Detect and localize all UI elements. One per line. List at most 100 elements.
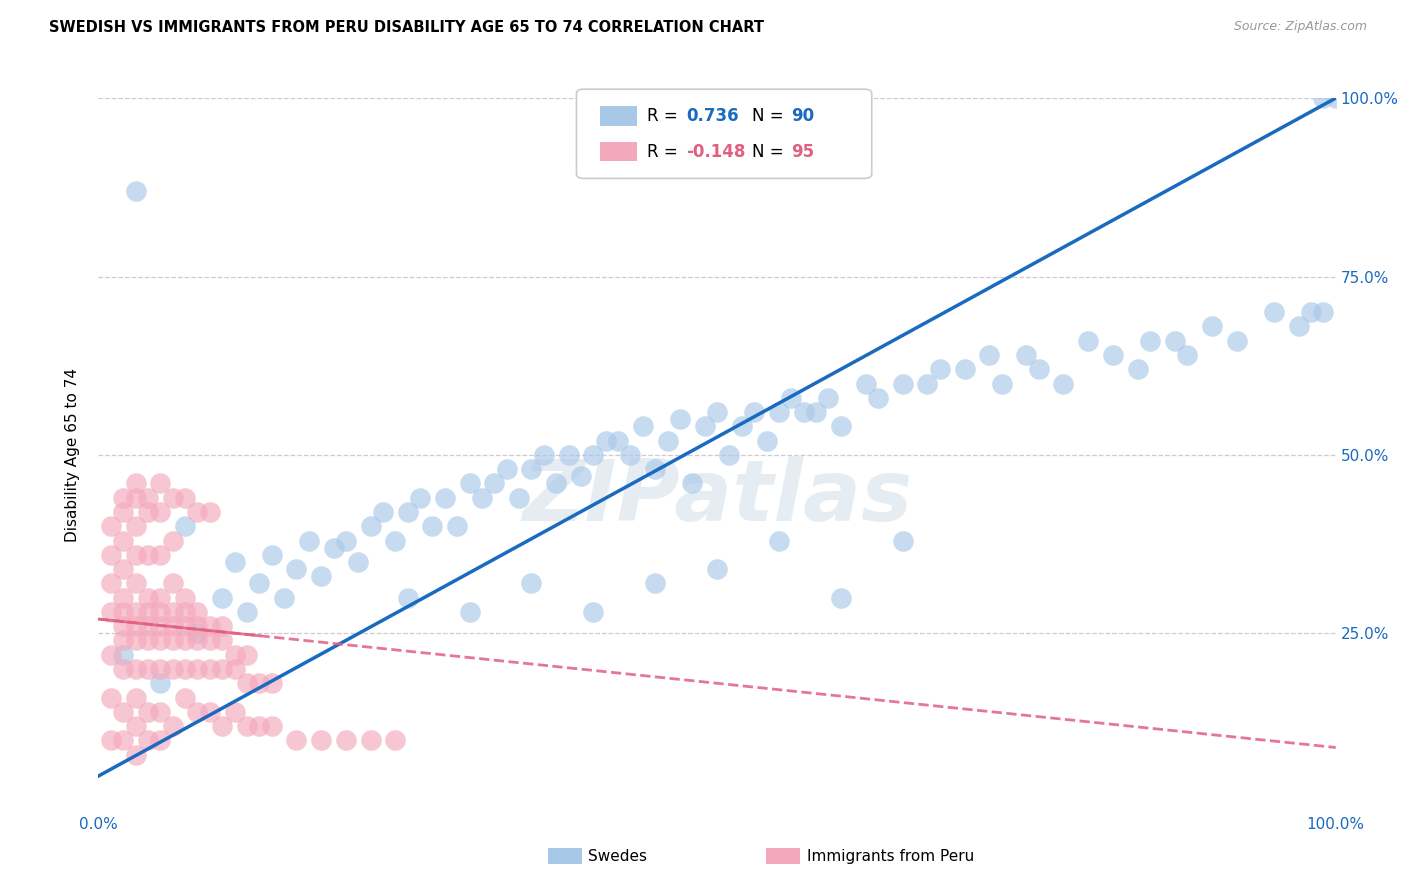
Point: [174, 690, 197, 705]
Point: [124, 690, 146, 705]
Point: [495, 462, 517, 476]
Point: [484, 476, 506, 491]
Point: [124, 719, 146, 733]
Point: [112, 533, 135, 548]
Point: [1288, 319, 1310, 334]
Point: [112, 662, 135, 676]
Point: [520, 462, 543, 476]
Point: [247, 719, 270, 733]
Point: [260, 676, 283, 690]
Point: [817, 391, 839, 405]
Point: [891, 376, 914, 391]
Point: [149, 662, 172, 676]
Point: [112, 505, 135, 519]
Point: [198, 505, 221, 519]
Point: [371, 505, 394, 519]
Text: R =: R =: [647, 107, 683, 125]
Text: ZIPatlas: ZIPatlas: [522, 456, 912, 540]
Point: [260, 719, 283, 733]
Point: [595, 434, 617, 448]
Point: [335, 533, 357, 548]
Point: [100, 733, 122, 747]
Point: [186, 705, 208, 719]
Point: [112, 605, 135, 619]
Point: [224, 555, 246, 569]
Point: [136, 605, 159, 619]
Point: [162, 491, 184, 505]
Point: [124, 576, 146, 591]
Point: [866, 391, 889, 405]
Point: [124, 548, 146, 562]
Point: [569, 469, 592, 483]
Point: [285, 562, 308, 576]
Point: [224, 648, 246, 662]
Point: [546, 476, 568, 491]
Point: [124, 476, 146, 491]
Point: [211, 719, 233, 733]
Point: [100, 690, 122, 705]
Point: [186, 633, 208, 648]
Point: [211, 619, 233, 633]
Text: SWEDISH VS IMMIGRANTS FROM PERU DISABILITY AGE 65 TO 74 CORRELATION CHART: SWEDISH VS IMMIGRANTS FROM PERU DISABILI…: [49, 20, 765, 35]
Point: [149, 633, 172, 648]
Point: [236, 719, 259, 733]
Point: [804, 405, 827, 419]
Point: [793, 405, 815, 419]
Point: [136, 633, 159, 648]
Point: [1052, 376, 1074, 391]
Point: [112, 733, 135, 747]
Point: [830, 419, 852, 434]
Point: [100, 548, 122, 562]
Point: [136, 491, 159, 505]
Point: [1139, 334, 1161, 348]
Point: [124, 662, 146, 676]
Point: [186, 619, 208, 633]
Point: [669, 412, 692, 426]
Point: [471, 491, 494, 505]
Point: [706, 562, 728, 576]
Point: [174, 633, 197, 648]
Point: [211, 591, 233, 605]
Point: [136, 733, 159, 747]
Point: [1201, 319, 1223, 334]
Point: [100, 605, 122, 619]
Point: [582, 605, 605, 619]
Point: [198, 705, 221, 719]
Point: [149, 733, 172, 747]
Point: [149, 591, 172, 605]
Point: [186, 662, 208, 676]
Point: [186, 605, 208, 619]
Point: [136, 591, 159, 605]
Y-axis label: Disability Age 65 to 74: Disability Age 65 to 74: [65, 368, 80, 542]
Point: [582, 448, 605, 462]
Point: [855, 376, 877, 391]
Point: [1324, 91, 1347, 105]
Point: [644, 462, 666, 476]
Text: R =: R =: [647, 143, 683, 161]
Point: [224, 705, 246, 719]
Point: [731, 419, 754, 434]
Point: [162, 576, 184, 591]
Point: [162, 662, 184, 676]
Point: [1164, 334, 1187, 348]
Point: [768, 405, 790, 419]
Point: [520, 576, 543, 591]
Point: [136, 662, 159, 676]
Point: [211, 633, 233, 648]
Point: [742, 405, 765, 419]
Point: [409, 491, 432, 505]
Point: [149, 605, 172, 619]
Text: Immigrants from Peru: Immigrants from Peru: [807, 849, 974, 863]
Point: [953, 362, 976, 376]
Point: [236, 676, 259, 690]
Point: [149, 476, 172, 491]
Point: [247, 576, 270, 591]
Point: [149, 619, 172, 633]
Point: [557, 448, 579, 462]
Point: [755, 434, 778, 448]
Text: N =: N =: [752, 107, 789, 125]
Point: [706, 405, 728, 419]
Point: [149, 705, 172, 719]
Point: [162, 719, 184, 733]
Point: [458, 605, 481, 619]
